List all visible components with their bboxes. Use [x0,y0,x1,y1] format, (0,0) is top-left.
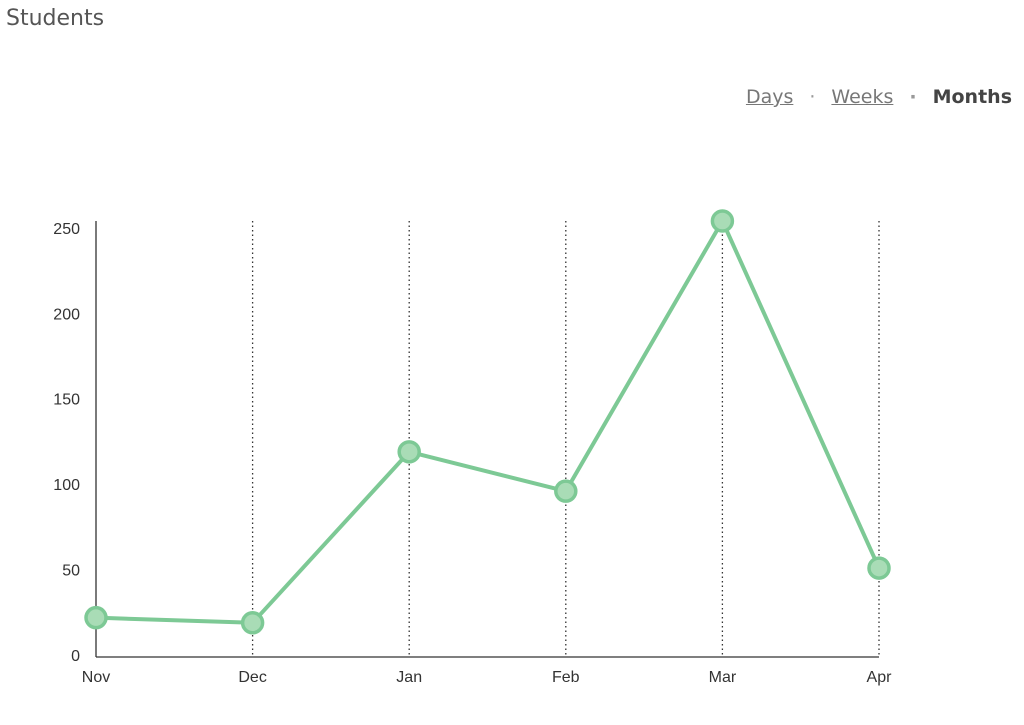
x-tick-label: Mar [709,669,737,686]
data-point [867,556,891,580]
range-tab[interactable]: Days [745,86,794,108]
data-point [240,611,265,635]
x-tick-label: Feb [552,669,580,686]
y-tick-label: 50 [62,563,80,580]
y-tick-label: 100 [53,477,80,494]
data-line [95,219,881,625]
x-tick-label: Apr [867,669,893,686]
data-point [84,605,108,630]
range-tab[interactable]: Months [893,86,1012,108]
data-point [397,440,421,464]
y-tick-label: 0 [71,648,80,665]
page-title: Students [6,6,105,31]
y-tick-label: 150 [53,392,80,409]
range-tab[interactable]: Weeks [793,86,893,108]
data-point [710,209,735,233]
y-tick-label: 200 [53,306,80,323]
range-tabs: DaysWeeksMonths [746,86,1012,108]
data-point [554,479,578,503]
x-tick-label: Dec [238,669,266,686]
x-tick-label: Jan [396,669,422,686]
y-tick-label: 250 [53,221,80,238]
x-tick-label: Nov [82,669,110,686]
